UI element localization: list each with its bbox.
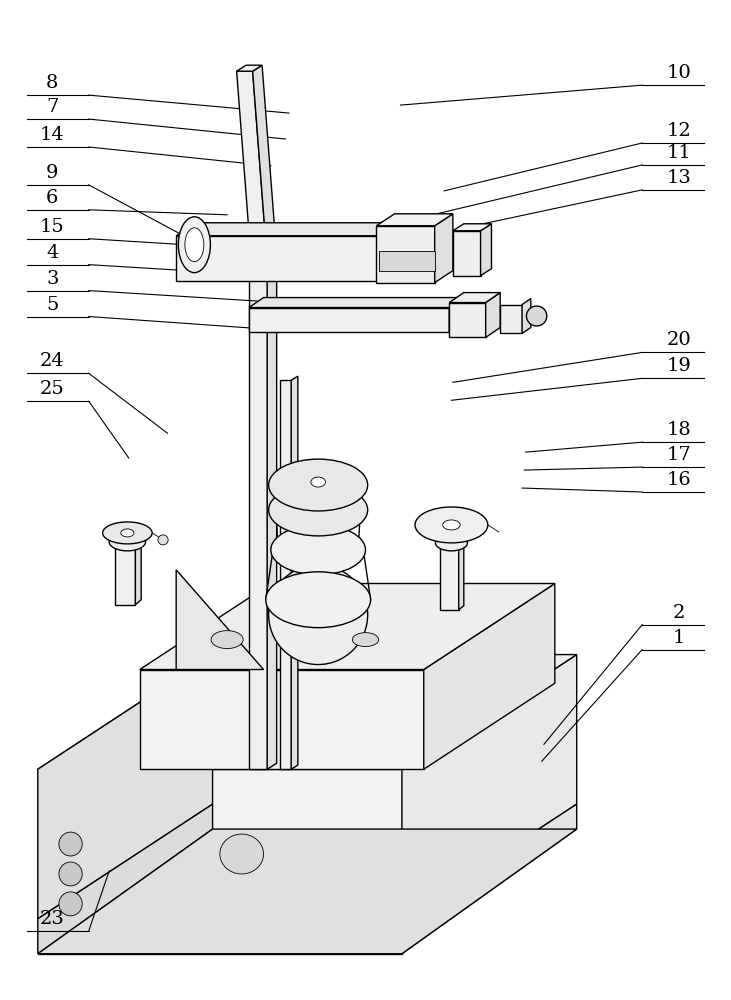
Text: 4: 4	[46, 244, 58, 262]
Text: 13: 13	[666, 169, 691, 187]
Text: 2: 2	[673, 604, 685, 622]
Polygon shape	[459, 541, 463, 610]
Ellipse shape	[270, 525, 366, 575]
Polygon shape	[249, 308, 450, 332]
Text: 8: 8	[46, 74, 58, 92]
Polygon shape	[135, 540, 141, 605]
Polygon shape	[38, 655, 577, 769]
Polygon shape	[291, 376, 298, 769]
Text: 14: 14	[40, 126, 65, 144]
Polygon shape	[500, 305, 522, 333]
Text: 6: 6	[46, 189, 58, 207]
Text: 17: 17	[666, 446, 691, 464]
Polygon shape	[253, 65, 276, 261]
Polygon shape	[402, 804, 577, 954]
Polygon shape	[249, 255, 276, 261]
Ellipse shape	[415, 507, 488, 543]
Polygon shape	[376, 214, 453, 226]
Polygon shape	[237, 65, 262, 71]
Polygon shape	[450, 293, 500, 303]
Text: 19: 19	[666, 357, 691, 375]
Polygon shape	[280, 380, 291, 769]
Text: 20: 20	[666, 331, 691, 349]
Polygon shape	[268, 255, 276, 769]
Ellipse shape	[266, 572, 371, 628]
Ellipse shape	[109, 533, 145, 551]
Ellipse shape	[269, 565, 368, 665]
Text: 7: 7	[46, 98, 58, 116]
Polygon shape	[140, 670, 424, 769]
Ellipse shape	[211, 631, 243, 649]
Polygon shape	[140, 584, 555, 670]
Ellipse shape	[311, 477, 325, 487]
Text: 5: 5	[46, 296, 58, 314]
Ellipse shape	[269, 459, 368, 511]
Ellipse shape	[59, 892, 82, 916]
Text: 23: 23	[40, 910, 65, 928]
Polygon shape	[424, 584, 555, 769]
Ellipse shape	[59, 862, 82, 886]
Polygon shape	[379, 251, 435, 271]
Polygon shape	[522, 299, 531, 333]
Polygon shape	[480, 224, 491, 276]
Polygon shape	[38, 804, 213, 954]
Text: 15: 15	[40, 218, 65, 236]
Polygon shape	[435, 214, 453, 283]
Polygon shape	[249, 298, 463, 308]
Ellipse shape	[269, 484, 368, 536]
Ellipse shape	[59, 832, 82, 856]
Polygon shape	[38, 919, 402, 954]
Polygon shape	[453, 224, 491, 231]
Polygon shape	[485, 293, 500, 337]
Polygon shape	[450, 298, 463, 332]
Polygon shape	[115, 545, 135, 605]
Polygon shape	[38, 655, 213, 919]
Polygon shape	[417, 223, 436, 281]
Ellipse shape	[352, 633, 379, 647]
Ellipse shape	[443, 520, 461, 530]
Polygon shape	[453, 231, 480, 276]
Ellipse shape	[158, 535, 168, 545]
Polygon shape	[440, 545, 459, 610]
Text: 9: 9	[46, 164, 58, 182]
Polygon shape	[237, 71, 268, 261]
Text: 1: 1	[673, 629, 685, 647]
Text: 24: 24	[40, 352, 65, 370]
Ellipse shape	[526, 306, 547, 326]
Ellipse shape	[436, 535, 467, 551]
Ellipse shape	[220, 834, 264, 874]
Polygon shape	[176, 223, 436, 236]
Polygon shape	[38, 769, 402, 919]
Polygon shape	[376, 226, 435, 283]
Ellipse shape	[121, 529, 134, 537]
Text: 3: 3	[46, 270, 58, 288]
Polygon shape	[176, 570, 264, 670]
Ellipse shape	[185, 228, 204, 262]
Text: 11: 11	[666, 144, 691, 162]
Ellipse shape	[102, 522, 152, 544]
Polygon shape	[249, 261, 268, 769]
Polygon shape	[450, 303, 485, 337]
Text: 16: 16	[666, 471, 691, 489]
Polygon shape	[38, 829, 577, 954]
Ellipse shape	[178, 217, 211, 273]
Text: 10: 10	[666, 64, 691, 82]
Text: 25: 25	[40, 380, 65, 398]
Text: 12: 12	[666, 122, 691, 140]
Polygon shape	[402, 655, 577, 919]
Polygon shape	[176, 236, 417, 281]
Text: 18: 18	[666, 421, 691, 439]
